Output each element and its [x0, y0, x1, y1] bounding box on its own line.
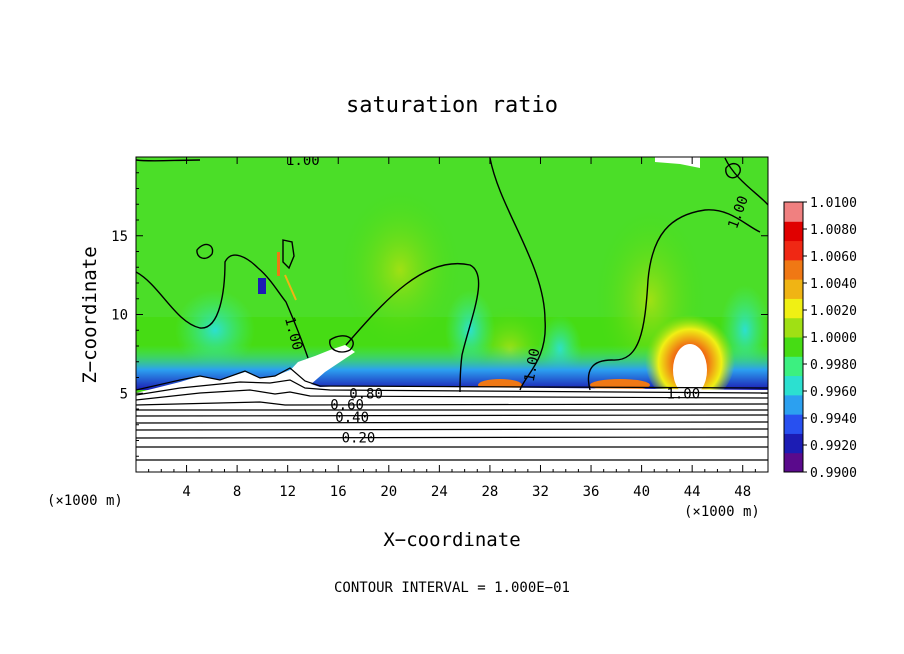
colorbar-swatch: [784, 452, 803, 473]
contour-line: [136, 401, 768, 406]
contour-line: [489, 157, 546, 391]
colorbar-label: 0.9980: [810, 358, 857, 373]
colorbar-swatch: [784, 394, 803, 415]
colorbar-label: 1.0000: [810, 331, 857, 346]
colorbar-swatch: [784, 337, 803, 357]
contour-line: [587, 209, 761, 391]
contour-label: 1.00: [522, 347, 544, 383]
contour-line: [136, 421, 768, 424]
x-tick-label: 48: [734, 484, 751, 500]
warm-plume: [340, 190, 460, 350]
colorbar-swatch: [784, 259, 803, 280]
contour-boundary-layer: [136, 367, 768, 461]
contour-line: [136, 367, 768, 391]
x-tick-label: 36: [583, 484, 600, 500]
colorbar-swatch: [784, 375, 803, 396]
contour-1-00: [136, 157, 768, 393]
colorbar-swatch: [784, 298, 803, 319]
x-tick-label: 28: [481, 484, 498, 500]
contour-label: 0.40: [335, 410, 369, 426]
core-white: [673, 344, 707, 396]
colorbar-swatch: [784, 202, 803, 222]
x-unit-right: (×1000 m): [684, 504, 760, 520]
x-unit-left: (×1000 m): [47, 493, 123, 509]
colorbar-swatch: [784, 433, 803, 454]
contour-label: 1.00: [666, 386, 700, 402]
contour-label: 0.80: [349, 386, 383, 402]
orange-artifact: [277, 252, 280, 276]
x-tick-label: 16: [330, 484, 347, 500]
contour-line: [196, 243, 214, 260]
colorbar-label: 1.0020: [810, 304, 857, 319]
x-tick-label: 44: [684, 484, 701, 500]
contour-line: [136, 436, 768, 439]
y-tick-label: 5: [120, 386, 128, 402]
colorbar-label: 0.9900: [810, 466, 857, 481]
contour-line: [724, 157, 768, 206]
colorbar-swatch: [784, 356, 803, 377]
y-tick-label: 15: [111, 229, 128, 245]
contour-line: [136, 414, 768, 417]
colorbar-label: 0.9940: [810, 412, 857, 427]
colorbar-label: 1.0100: [810, 196, 857, 211]
colorbar-label: 0.9960: [810, 385, 857, 400]
colorbar-label: 0.9920: [810, 439, 857, 454]
contour-label: 0.60: [330, 397, 364, 413]
colorbar-swatch: [784, 317, 803, 338]
plot-area: 1.001.001.001.001.000.800.600.400.20: [136, 153, 768, 472]
colorbar: 1.0100 1.0080 1.0060 1.0040 1.0020 1.0000 0.99…: [783, 196, 857, 481]
chart-title: saturation ratio: [346, 93, 558, 118]
x-tick-label: 8: [233, 484, 241, 500]
contour-line: [136, 254, 309, 359]
x-tick-label: 12: [279, 484, 296, 500]
contour-line: [329, 335, 354, 353]
colorbar-swatch: [784, 279, 803, 299]
contour-line: [136, 379, 768, 396]
colorbar-swatch: [784, 414, 803, 434]
y-tick-label: 10: [111, 308, 128, 324]
y-axis-label: Z−coordinate: [79, 246, 101, 383]
y-axis: 5 10 15: [111, 172, 768, 457]
contour-label: 0.20: [342, 430, 376, 446]
contour-line: [725, 162, 741, 179]
x-axis-label: X−coordinate: [383, 529, 520, 551]
x-tick-label: 24: [431, 484, 448, 500]
x-tick-label: 40: [633, 484, 650, 500]
blue-artifact: [258, 278, 266, 294]
x-axis: 4 8 12 16 20 24 28 32 36 40 44 48: [148, 157, 756, 500]
contour-interval-note: CONTOUR INTERVAL = 1.000E−01: [334, 580, 570, 596]
colorbar-label: 1.0080: [810, 223, 857, 238]
colorbar-label: 1.0040: [810, 277, 857, 292]
x-tick-label: 20: [380, 484, 397, 500]
colorbar-swatch: [784, 240, 803, 261]
contour-line: [136, 428, 768, 431]
top-white-strip: [655, 157, 700, 168]
x-tick-label: 4: [182, 484, 190, 500]
contour-label: 1.00: [286, 153, 320, 169]
colorbar-swatch: [784, 221, 803, 242]
contour-line: [282, 239, 295, 270]
yellow-artifact: [284, 274, 297, 301]
contour-line: [136, 389, 768, 401]
colorbar-label: 1.0060: [810, 250, 857, 265]
x-tick-label: 32: [532, 484, 549, 500]
contour-line: [136, 159, 201, 162]
contour-line: [345, 262, 480, 393]
